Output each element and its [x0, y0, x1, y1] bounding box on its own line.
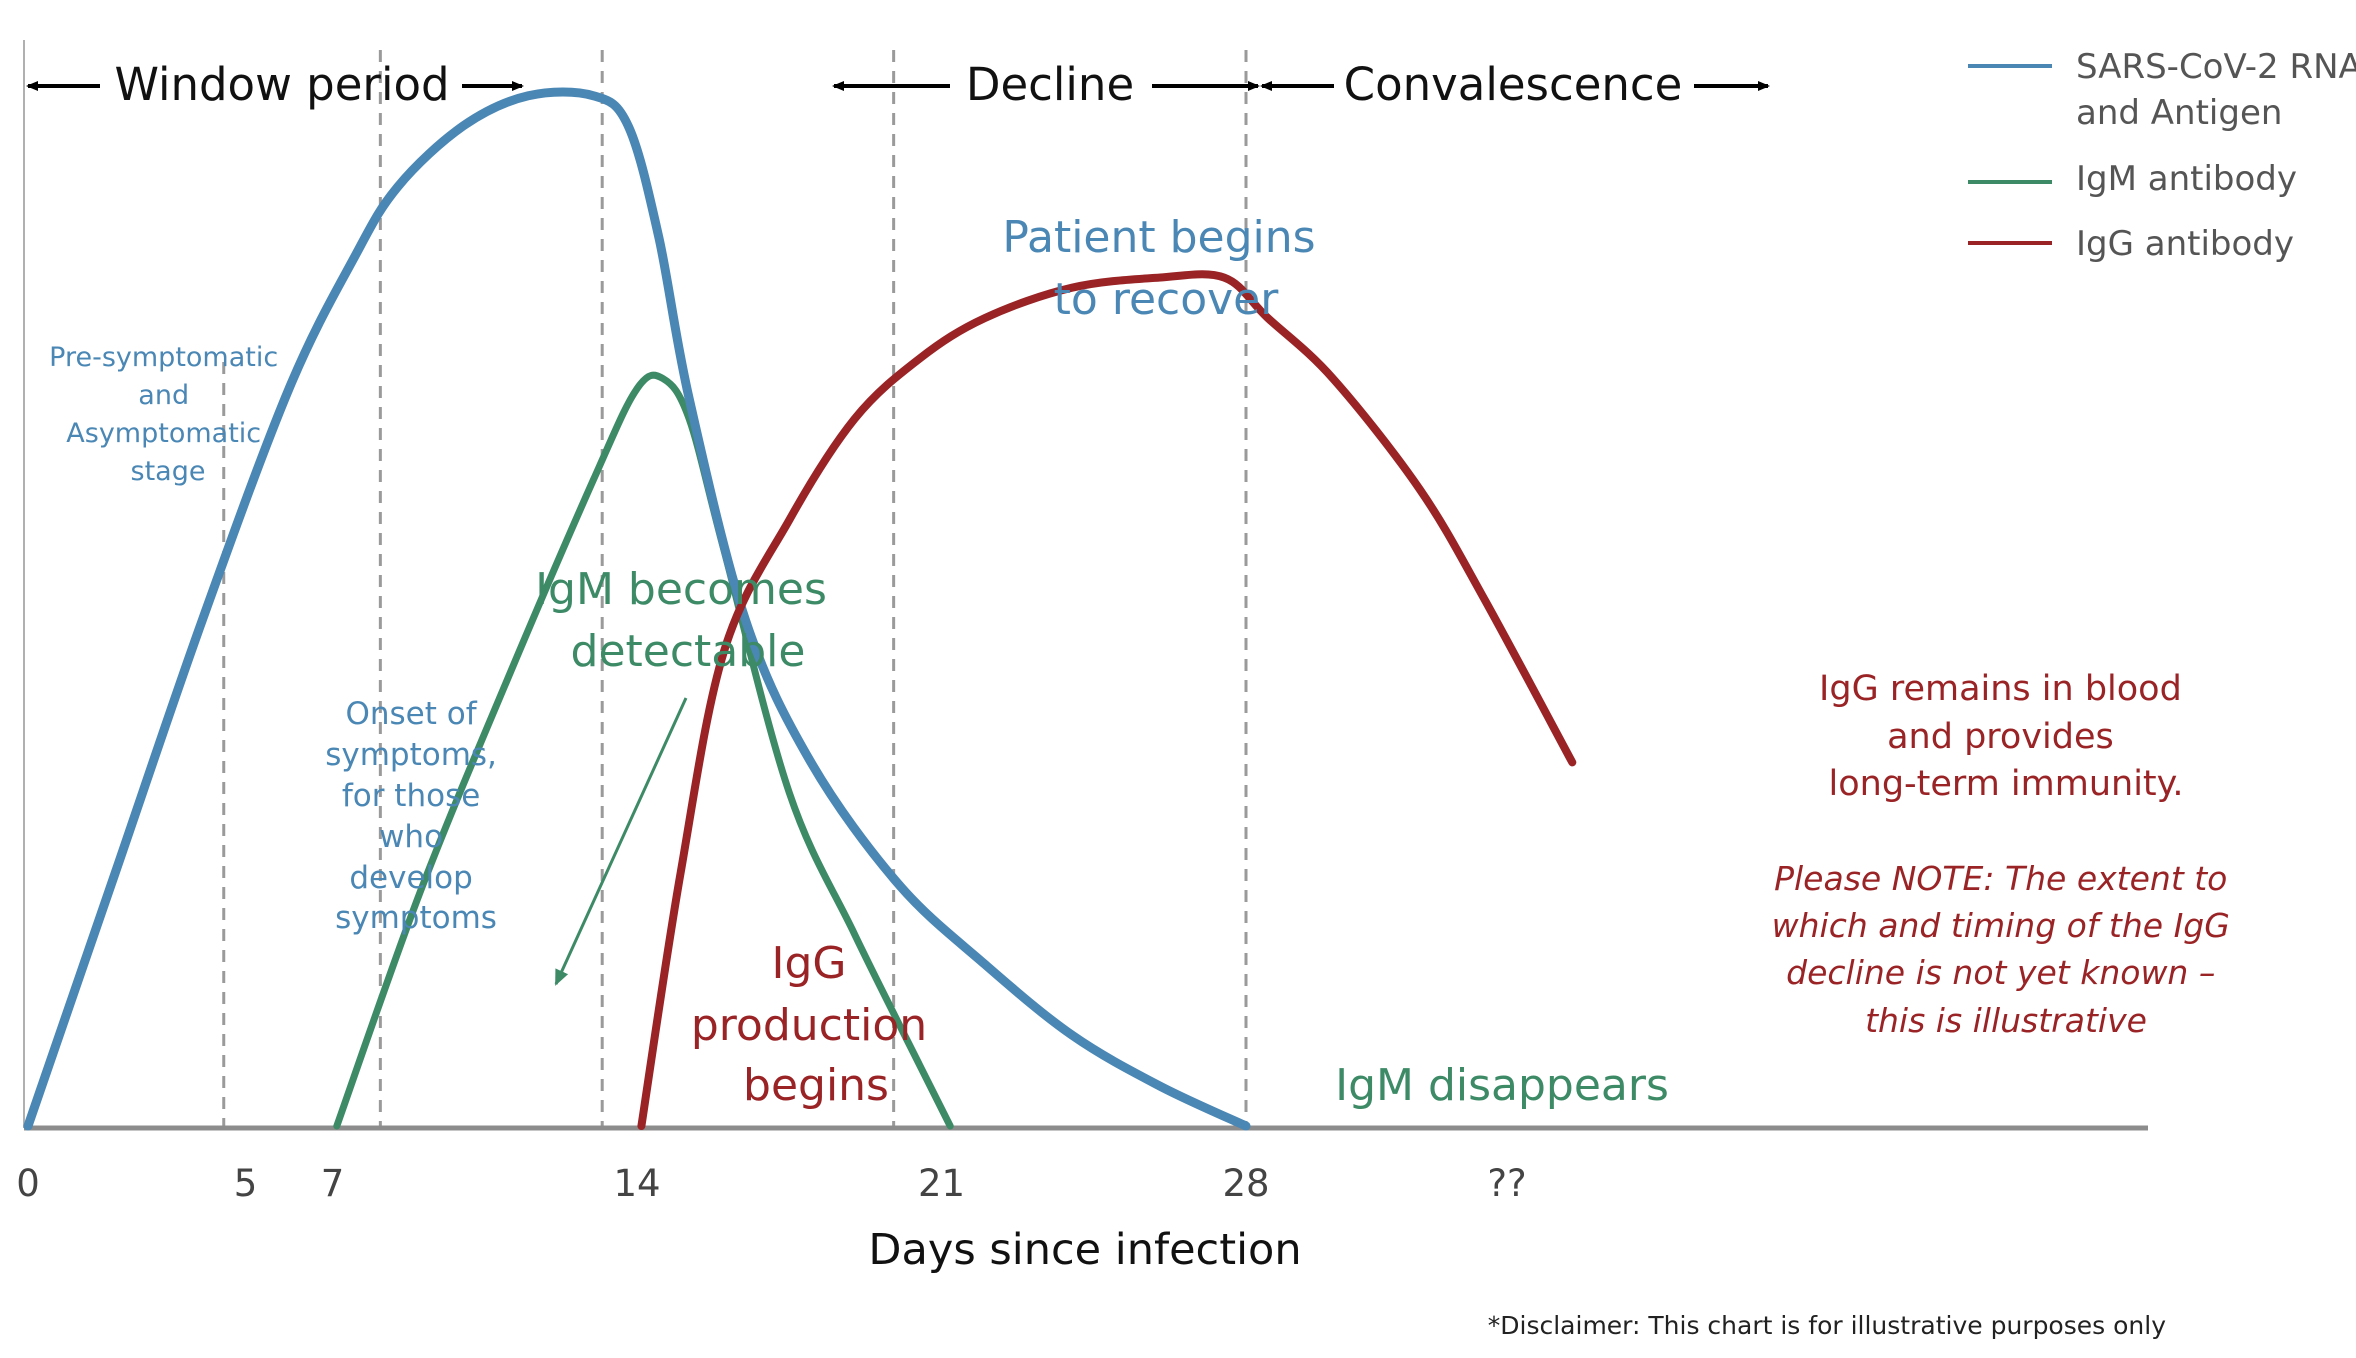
presymptomatic-line-2: and [138, 380, 189, 411]
x-tick-label-6: ?? [1487, 1162, 1526, 1205]
onset-line-1: Onset of [345, 696, 477, 732]
onset-line-3: for those [342, 778, 480, 814]
series-line-1 [333, 371, 954, 1130]
annotation-igm-detectable: IgM becomes detectable [535, 564, 841, 677]
onset-line-2: symptoms, [325, 737, 497, 773]
igm-detectable-line-2: detectable [571, 626, 806, 677]
igg-remains-line-2: and provides [1887, 717, 2114, 757]
x-tick-label-0: 0 [16, 1162, 40, 1205]
series-line-2 [637, 270, 1577, 1130]
phase-header-decline: Decline [832, 58, 1260, 111]
recover-line-1: Patient begins [1002, 212, 1315, 263]
onset-line-4: who [379, 819, 443, 855]
igm-detectable-line-1: IgM becomes [535, 564, 827, 615]
igg-remains-line-3: long-term immunity. [1829, 764, 2184, 804]
phase-header-convalescence: Convalescence [1260, 58, 1770, 111]
series-line-0 [23, 87, 1251, 1131]
onset-line-6: symptoms [335, 900, 497, 936]
x-tick-label-2: 7 [321, 1162, 345, 1205]
note-line-3: decline is not yet known – [1786, 953, 2215, 992]
note-line-1: Please NOTE: The extent to [1774, 859, 2227, 898]
x-tick-labels: 0 5 7 14 21 28?? [16, 1162, 1526, 1205]
igg-begins-line-2: production [691, 1000, 927, 1051]
presymptomatic-line-4: stage [131, 456, 206, 487]
annotation-igg-remains: IgG remains in blood and provides long-t… [1819, 669, 2193, 804]
x-tick-label-4: 21 [918, 1162, 965, 1205]
series-lines [23, 87, 1577, 1131]
igg-begins-line-1: IgG [771, 938, 846, 989]
legend-label-sars: SARS-CoV-2 RNA and Antigen [2076, 47, 2356, 133]
disclaimer: *Disclaimer: This chart is for illustrat… [1488, 1311, 2166, 1340]
legend-sars-line-2: and Antigen [2076, 93, 2282, 133]
presymptomatic-line-3: Asymptomatic [66, 418, 261, 449]
onset-line-5: develop [349, 860, 472, 896]
legend-label-igm: IgM antibody [2076, 159, 2297, 199]
legend: SARS-CoV-2 RNA and Antigen IgM antibody … [1968, 47, 2356, 264]
x-tick-label-1: 5 [234, 1162, 258, 1205]
annotation-note: Please NOTE: The extent to which and tim… [1772, 859, 2241, 1040]
legend-label-igg: IgG antibody [2076, 224, 2294, 264]
note-line-4: this is illustrative [1865, 1001, 2147, 1040]
annotation-onset: Onset of symptoms, for those who develop… [325, 696, 507, 936]
x-axis-label: Days since infection [868, 1225, 1301, 1275]
igm-pointer-arrow [554, 697, 688, 986]
annotation-igm-disappears: IgM disappears [1335, 1060, 1669, 1111]
x-tick-label-3: 14 [613, 1162, 660, 1205]
x-tick-label-5: 28 [1222, 1162, 1269, 1205]
phase-label-decline: Decline [966, 58, 1134, 111]
igg-remains-line-1: IgG remains in blood [1819, 669, 2182, 709]
phase-label-convalescence: Convalescence [1344, 58, 1683, 111]
phase-header-window: Window period [26, 58, 524, 111]
legend-sars-line-1: SARS-CoV-2 RNA [2076, 47, 2356, 87]
presymptomatic-line-1: Pre-symptomatic [49, 342, 278, 373]
annotation-recover: Patient begins to recover [1002, 212, 1329, 325]
phase-reference-lines [222, 50, 1248, 1126]
annotation-igg-begins: IgG production begins [691, 938, 941, 1111]
phase-label-window: Window period [114, 58, 449, 111]
annotation-presymptomatic: Pre-symptomatic and Asymptomatic stage [49, 342, 287, 487]
note-line-2: which and timing of the IgG [1772, 906, 2230, 945]
recover-line-2: to recover [1054, 274, 1280, 325]
igg-begins-line-3: begins [743, 1060, 889, 1111]
